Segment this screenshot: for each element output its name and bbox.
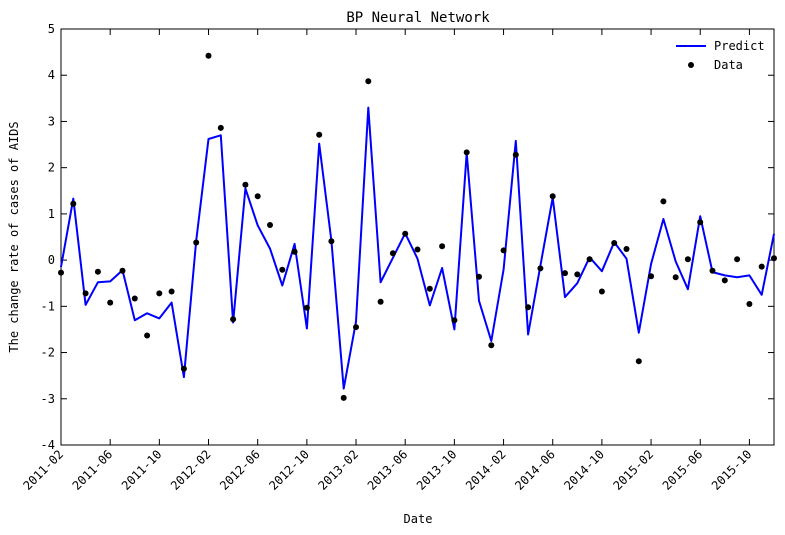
data-point (193, 239, 200, 246)
legend-label-data: Data (714, 58, 743, 72)
y-tick-label: 1 (48, 207, 55, 221)
y-tick-label: 3 (48, 114, 55, 128)
data-point (389, 250, 396, 257)
data-point (82, 290, 89, 297)
data-point (119, 267, 126, 274)
x-tick-label: 2013-10 (414, 447, 460, 493)
data-point (254, 193, 261, 200)
data-point (291, 248, 298, 255)
data-point (463, 149, 470, 156)
series-layer (58, 52, 777, 401)
data-point (58, 269, 64, 276)
data-point (598, 288, 605, 295)
data-point (402, 230, 409, 237)
data-point (279, 266, 286, 273)
y-tick-label: -2 (41, 346, 55, 360)
x-tick-label: 2015-10 (709, 447, 755, 493)
data-point (660, 198, 667, 205)
y-tick-label: -3 (41, 392, 55, 406)
data-point (107, 299, 114, 306)
data-point (746, 301, 753, 307)
data-point (426, 285, 433, 292)
data-point (500, 247, 507, 254)
legend: Predict Data (676, 39, 765, 72)
data-point (623, 246, 630, 252)
legend-marker-data (688, 62, 694, 68)
data-point (328, 238, 335, 245)
data-point (611, 240, 618, 246)
data-point (439, 243, 446, 250)
data-point (353, 324, 359, 331)
x-tick-label: 2013-02 (315, 447, 361, 493)
series-line-predict (60, 106, 775, 390)
x-tick-label: 2012-02 (168, 447, 214, 493)
y-tick-label: -4 (41, 438, 55, 452)
x-tick-label: 2013-06 (365, 447, 411, 493)
y-tick-label: 2 (48, 161, 55, 175)
data-point (316, 131, 323, 138)
data-point (144, 332, 151, 339)
data-point (377, 298, 384, 305)
data-point (758, 263, 765, 270)
data-point (217, 124, 224, 131)
x-tick-label: 2014-06 (512, 447, 558, 493)
data-point (684, 256, 691, 263)
x-tick-label: 2015-02 (611, 447, 657, 493)
data-point (734, 256, 741, 263)
data-point (721, 277, 728, 284)
data-point (131, 295, 138, 302)
y-tick-label: 4 (48, 68, 55, 82)
data-point (697, 219, 704, 226)
data-point (574, 271, 581, 278)
x-tick-label: 2011-10 (119, 447, 165, 493)
x-tick-label: 2012-10 (266, 447, 312, 493)
y-tick-label: 5 (48, 22, 55, 36)
data-point (476, 273, 482, 280)
data-point (70, 200, 77, 207)
data-point (635, 358, 642, 365)
data-point (414, 246, 421, 253)
legend-label-predict: Predict (714, 39, 765, 53)
data-point (771, 255, 777, 262)
x-tick-label: 2014-02 (463, 447, 509, 493)
x-tick-label: 2011-06 (70, 447, 116, 493)
y-tick-label: -1 (41, 299, 55, 313)
data-point (365, 78, 372, 85)
data-point (303, 304, 310, 311)
x-axis-label: Date (404, 512, 433, 526)
data-point (242, 181, 249, 188)
data-point (230, 316, 237, 323)
x-axis: 2011-02 2011-06 2011-10 2012-02 2012-06 2012-… (20, 29, 755, 493)
data-point (562, 270, 568, 277)
data-point (709, 267, 716, 274)
data-point (267, 222, 273, 228)
data-point (648, 273, 655, 280)
x-tick-label: 2012-06 (217, 447, 263, 493)
data-point (525, 304, 532, 311)
data-point (156, 290, 163, 297)
data-point (180, 365, 187, 372)
data-point (451, 317, 458, 324)
plot-frame (60, 28, 775, 446)
x-tick-label: 2014-10 (561, 447, 607, 493)
y-tick-label: 0 (48, 253, 55, 267)
y-axis-label: The change rate of cases of AIDS (7, 121, 21, 352)
data-point (672, 274, 679, 281)
x-tick-label: 2011-02 (20, 447, 66, 493)
data-point (168, 288, 175, 295)
chart-title: BP Neural Network (346, 10, 490, 26)
data-point (549, 193, 556, 200)
data-point (340, 394, 347, 401)
data-point (512, 151, 519, 158)
data-point (488, 342, 495, 349)
data-point (586, 256, 593, 263)
data-point (537, 265, 544, 272)
y-axis: -4 -3 -2 -1 0 1 2 3 4 5 (41, 22, 774, 452)
data-point (205, 52, 212, 59)
data-point (94, 268, 101, 275)
x-tick-label: 2015-06 (660, 447, 706, 493)
